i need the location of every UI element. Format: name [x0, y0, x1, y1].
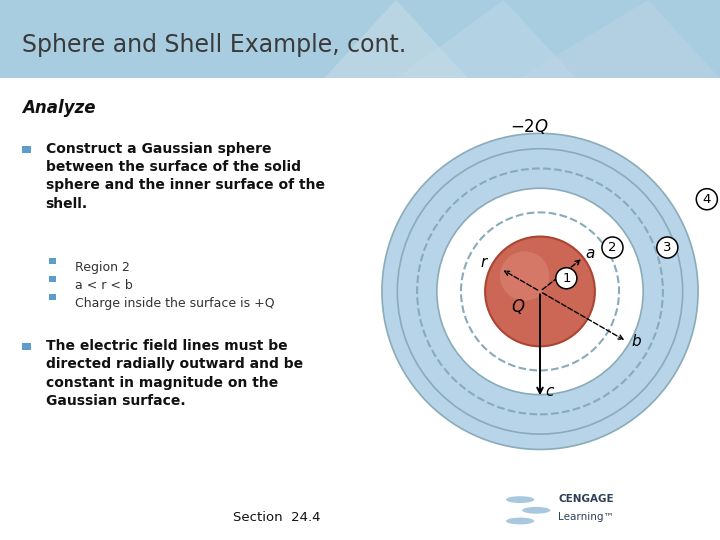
Text: $c$: $c$	[546, 384, 556, 399]
Text: 3: 3	[663, 241, 672, 254]
Bar	[22, 343, 31, 350]
Circle shape	[506, 517, 534, 524]
Text: The electric field lines must be
directed radially outward and be
constant in ma: The electric field lines must be directe…	[45, 339, 302, 408]
Text: Sphere and Shell Example, cont.: Sphere and Shell Example, cont.	[22, 33, 406, 57]
Circle shape	[506, 496, 534, 503]
Polygon shape	[396, 0, 576, 78]
Circle shape	[556, 268, 577, 289]
Circle shape	[485, 237, 595, 346]
Text: Construct a Gaussian sphere
between the surface of the solid
sphere and the inne: Construct a Gaussian sphere between the …	[45, 141, 325, 211]
Bar	[50, 294, 56, 300]
Polygon shape	[324, 0, 468, 78]
Circle shape	[602, 237, 623, 258]
Text: $-2Q$: $-2Q$	[510, 117, 549, 136]
Text: $r$: $r$	[480, 255, 489, 269]
Circle shape	[382, 133, 698, 449]
Circle shape	[397, 148, 683, 434]
Circle shape	[696, 188, 717, 210]
Polygon shape	[518, 0, 720, 78]
Text: a < r < b: a < r < b	[75, 279, 132, 292]
Text: Charge inside the surface is +Q: Charge inside the surface is +Q	[75, 297, 274, 310]
Text: CENGAGE: CENGAGE	[559, 494, 614, 504]
Circle shape	[657, 237, 678, 258]
Text: $a$: $a$	[585, 246, 595, 261]
Text: Region 2: Region 2	[75, 261, 130, 274]
Circle shape	[522, 507, 550, 514]
Text: $Q$: $Q$	[510, 298, 526, 316]
Bar	[22, 146, 31, 153]
Circle shape	[500, 251, 549, 301]
Text: Analyze: Analyze	[22, 99, 96, 117]
Text: 2: 2	[608, 241, 617, 254]
Text: $b$: $b$	[631, 333, 642, 349]
Text: Learning™: Learning™	[559, 512, 614, 522]
Bar	[50, 276, 56, 282]
Circle shape	[437, 188, 643, 395]
Text: Section  24.4: Section 24.4	[233, 511, 321, 524]
Text: 4: 4	[703, 193, 711, 206]
Bar	[50, 259, 56, 264]
FancyBboxPatch shape	[0, 0, 720, 78]
Text: 1: 1	[562, 272, 570, 285]
